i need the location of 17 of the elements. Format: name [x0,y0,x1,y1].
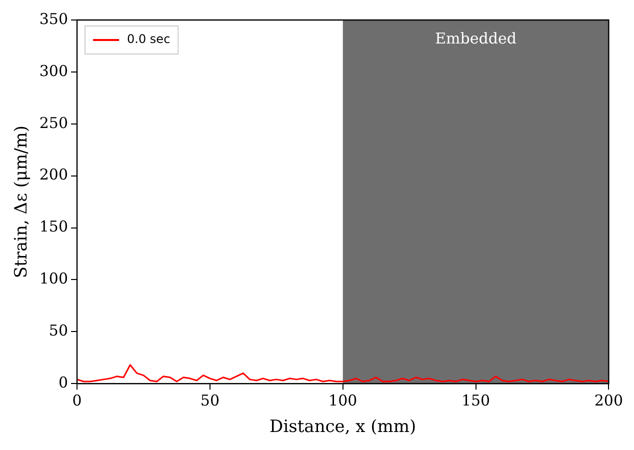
x-tick-label: 100 [328,391,358,410]
y-tick-label: 150 [39,218,68,236]
x-tick-label: 150 [461,391,490,410]
legend-label: 0.0 sec [127,32,170,46]
y-tick-label: 200 [39,166,68,184]
y-axis-title: Strain, Δε (μm/m) [12,125,32,278]
y-tick-label: 300 [39,62,68,80]
x-axis-title: Distance, x (mm) [270,417,416,438]
y-tick-label: 0 [58,373,68,392]
y-tick-label: 100 [39,270,68,288]
y-tick-label: 350 [39,10,68,28]
y-tick-label: 50 [48,322,68,340]
y-tick-label: 250 [39,114,68,132]
x-tick-label: 50 [200,391,220,410]
x-tick-label: 200 [594,391,624,410]
x-tick-label: 0 [72,391,82,410]
band-label: Embedded [435,29,517,48]
